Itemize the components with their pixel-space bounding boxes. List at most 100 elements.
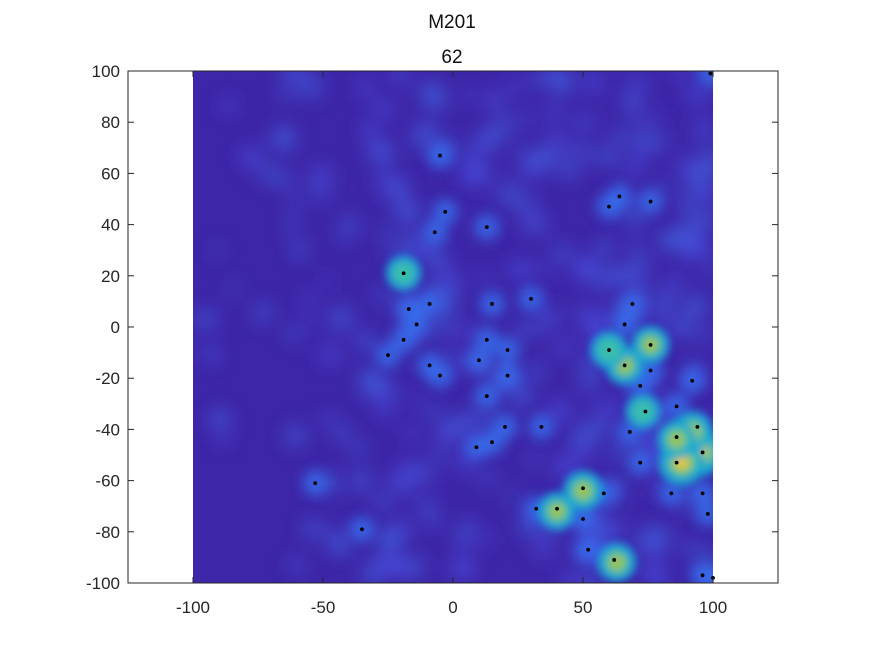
data-point [432,230,437,235]
density-haze-spot [404,423,421,441]
density-haze-spot [645,112,659,125]
data-point [438,373,442,378]
density-haze-spot [477,272,491,285]
density-haze-spot [310,179,326,196]
data-point [503,424,507,429]
density-haze-spot [439,297,458,315]
x-tick-label: 50 [574,598,593,617]
data-point [695,424,700,429]
density-haze-spot [683,232,696,245]
data-point [674,460,679,465]
density-haze-spot [705,268,713,280]
density-haze-spot [687,82,711,105]
density-haze-spot [361,570,381,583]
x-tick-label: 100 [699,598,727,617]
density-haze-spot [650,133,669,152]
density-haze-spot [545,130,567,151]
density-haze-spot [580,373,598,391]
density-haze-spot [535,312,555,332]
density-haze-spot [670,71,690,81]
density-haze-spot [632,252,648,268]
data-point [386,353,390,358]
density-haze-spot [697,150,713,175]
density-haze-spot [561,572,579,583]
density-haze-spot [285,219,298,232]
density-haze-spot [573,258,595,280]
density-haze-spot [512,191,536,215]
data-point [313,481,318,486]
chart-subtitle: 62 [441,47,462,68]
data-point [607,348,611,352]
density-haze-spot [580,570,604,583]
density-haze-spot [684,324,699,339]
density-haze-spot [288,71,312,89]
density-haze-spot [550,102,562,113]
data-point [505,348,510,352]
density-haze-spot [210,408,230,429]
density-haze-spot [527,363,544,380]
data-point [586,547,591,552]
density-haze-spot [584,71,601,88]
data-point [438,153,442,158]
density-haze-spot [357,80,372,96]
density-haze-spot [655,181,669,195]
density-haze-spot [683,542,699,558]
density-haze-spot [300,312,316,327]
density-haze-spot [381,383,398,400]
density-haze-spot [629,146,649,166]
density-haze-spot [518,111,532,125]
data-point [555,506,559,511]
data-point [505,373,510,378]
density-haze-spot [221,98,236,112]
density-haze-spot [600,240,612,252]
y-tick-label: -40 [95,420,120,439]
data-point [622,363,627,368]
data-point [401,271,406,276]
density-haze-spot [476,530,493,547]
density-haze-spot [396,468,417,489]
data-point [490,440,494,445]
density-haze-spot [529,453,541,466]
data-point [674,435,679,439]
x-tick-label: -50 [311,598,336,617]
density-haze-spot [376,286,394,304]
density-haze-spot [682,211,706,235]
data-point [690,378,695,383]
data-point [630,302,635,306]
density-haze-spot [479,470,496,487]
density-haze-spot [342,215,358,231]
density-haze-spot [195,309,215,329]
density-haze-spot [426,404,439,417]
density-haze-spot [435,424,458,447]
data-point [427,302,432,306]
density-haze-spot [374,493,391,510]
density-haze-spot [377,529,398,550]
density-haze-spot [538,146,559,167]
density-haze-spot [555,455,578,479]
density-haze-spot [700,211,713,229]
density-haze-spot [280,87,294,101]
density-haze-spot [426,510,438,522]
density-haze-spot [593,418,614,439]
density-haze-spot [408,393,420,406]
density-haze-spot [515,162,534,182]
y-tick-label: 0 [111,318,120,337]
density-haze-spot [380,228,392,241]
data-point [534,506,539,511]
density-haze-spot [460,147,484,171]
density-haze-spot [507,260,528,281]
density-haze-spot [629,210,645,226]
data-point [622,322,627,327]
hotspot-inner [608,554,626,571]
density-haze-spot [511,388,532,409]
hotspot-peak [676,456,688,469]
data-point [643,409,648,414]
density-haze-spot [203,344,218,360]
density-haze-spot [628,274,646,292]
density-haze-spot [703,247,713,261]
density-haze-spot [407,458,420,471]
density-haze-spot [552,71,574,93]
x-tick-label: 0 [448,598,457,617]
density-haze-spot [227,282,239,294]
density-haze-spot [351,442,366,456]
